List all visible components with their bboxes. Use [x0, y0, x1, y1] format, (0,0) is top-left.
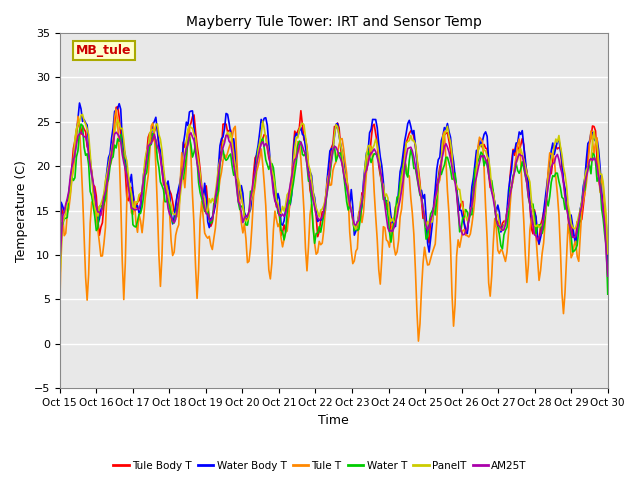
- Water Body T: [297, 125, 305, 131]
- Line: Water T: Water T: [60, 124, 608, 294]
- Text: MB_tule: MB_tule: [76, 44, 132, 57]
- AM25T: [221, 140, 228, 146]
- Water Body T: [76, 100, 83, 106]
- PanelT: [79, 111, 86, 117]
- Water T: [248, 190, 256, 195]
- Water Body T: [248, 193, 256, 199]
- Water Body T: [56, 242, 63, 248]
- Water Body T: [239, 191, 246, 196]
- PanelT: [297, 122, 305, 128]
- Water Body T: [604, 261, 612, 267]
- Tule Body T: [221, 121, 228, 127]
- Line: Tule Body T: Tule Body T: [60, 107, 608, 273]
- PanelT: [125, 172, 132, 178]
- Tule T: [56, 312, 63, 317]
- AM25T: [575, 218, 582, 224]
- X-axis label: Time: Time: [318, 414, 349, 427]
- Tule Body T: [125, 198, 132, 204]
- Water T: [77, 121, 85, 127]
- PanelT: [56, 279, 63, 285]
- Tule Body T: [604, 270, 612, 276]
- Water Body T: [575, 218, 582, 224]
- Tule T: [604, 249, 612, 254]
- PanelT: [239, 202, 246, 207]
- Line: Tule T: Tule T: [60, 109, 608, 341]
- PanelT: [248, 193, 256, 199]
- PanelT: [575, 213, 582, 218]
- Y-axis label: Temperature (C): Temperature (C): [15, 160, 28, 262]
- AM25T: [77, 129, 85, 135]
- Water Body T: [125, 174, 132, 180]
- Tule T: [415, 338, 422, 344]
- AM25T: [56, 266, 63, 272]
- PanelT: [604, 251, 612, 257]
- Title: Mayberry Tule Tower: IRT and Sensor Temp: Mayberry Tule Tower: IRT and Sensor Temp: [186, 15, 482, 29]
- Water Body T: [221, 126, 228, 132]
- Tule Body T: [575, 219, 582, 225]
- AM25T: [125, 183, 132, 189]
- Water T: [56, 257, 63, 263]
- Water T: [239, 203, 246, 209]
- Water T: [297, 139, 305, 145]
- Tule T: [125, 175, 132, 181]
- Tule Body T: [239, 202, 246, 207]
- Tule T: [239, 230, 246, 236]
- Tule T: [297, 156, 305, 162]
- Tule Body T: [56, 244, 63, 250]
- AM25T: [297, 139, 305, 145]
- Line: AM25T: AM25T: [60, 132, 608, 276]
- AM25T: [239, 220, 246, 226]
- Tule Body T: [248, 190, 256, 195]
- AM25T: [248, 188, 256, 194]
- Line: Water Body T: Water Body T: [60, 103, 608, 264]
- Tule T: [221, 152, 228, 157]
- Tule Body T: [297, 108, 305, 114]
- PanelT: [221, 137, 228, 143]
- Legend: Tule Body T, Water Body T, Tule T, Water T, PanelT, AM25T: Tule Body T, Water Body T, Tule T, Water…: [109, 456, 531, 475]
- Water T: [575, 227, 582, 233]
- Tule T: [248, 222, 256, 228]
- Tule T: [577, 233, 584, 239]
- AM25T: [604, 273, 612, 279]
- Water T: [221, 155, 228, 161]
- Tule T: [112, 106, 120, 112]
- Water T: [604, 291, 612, 297]
- Tule Body T: [114, 104, 122, 109]
- Water T: [125, 183, 132, 189]
- Line: PanelT: PanelT: [60, 114, 608, 282]
